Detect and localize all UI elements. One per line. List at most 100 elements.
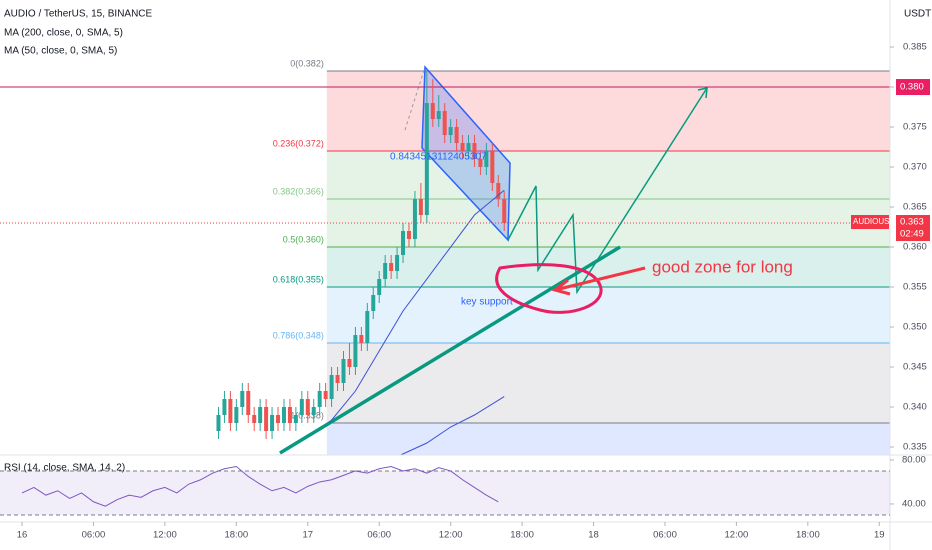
y-tick-label: 0.345: [903, 362, 927, 373]
y-tick-label: 40.00: [902, 498, 926, 509]
candle-body: [353, 335, 358, 368]
fib-link: [404, 66, 426, 131]
candle-body: [466, 143, 471, 152]
header: MA (200, close, 0, SMA, 5): [4, 28, 123, 39]
x-tick-label: 16: [17, 530, 28, 541]
y-tick-label: 0.350: [903, 322, 927, 333]
y-tick-label: 0.375: [903, 122, 927, 133]
last-price: 0.363: [900, 217, 924, 228]
fib-label: 0.618(0.355): [273, 274, 324, 284]
rsi-title: RSI (14, close, SMA, 14, 2): [4, 463, 125, 474]
alert-label: 0.380: [900, 82, 924, 93]
candle-body: [442, 111, 447, 136]
y-tick-label: 0.365: [903, 202, 927, 213]
candle-body: [371, 295, 376, 312]
candle-body: [418, 199, 423, 216]
x-tick-label: 06:00: [653, 530, 677, 541]
y-tick-label: 0.370: [903, 162, 927, 173]
price-tag: [896, 215, 930, 242]
header: AUDIO / TetherUS, 15, BINANCE: [4, 9, 153, 20]
candle-body: [252, 415, 257, 424]
candle-body: [359, 335, 364, 344]
annotation: key support: [461, 297, 513, 308]
candle-body: [412, 199, 417, 240]
y-tick-label: 0.340: [903, 402, 927, 413]
candle-body: [347, 359, 352, 368]
candle-body: [228, 399, 233, 424]
candle-body: [472, 143, 477, 160]
candle-body: [460, 143, 465, 152]
fib-label: 0.5(0.360): [283, 234, 324, 244]
candle-body: [502, 199, 507, 224]
x-tick-label: 06:00: [367, 530, 391, 541]
trendline: [279, 245, 621, 455]
fib-label: 1(0.338): [290, 410, 324, 420]
fib-label: 0.382(0.366): [273, 186, 324, 196]
candle-body: [389, 263, 394, 272]
x-tick-label: 12:00: [153, 530, 177, 541]
y-tick-label: 0.360: [903, 242, 927, 253]
candle-body: [395, 255, 400, 272]
countdown: 02:49: [900, 229, 924, 240]
fib-label: 0.236(0.372): [273, 138, 324, 148]
candle-body: [430, 103, 435, 120]
candle-body: [401, 231, 406, 256]
fib-label: 0.786(0.348): [273, 330, 324, 340]
candle-body: [234, 407, 239, 424]
candle-body: [240, 391, 245, 408]
candle-body: [222, 399, 227, 416]
last-symbol: AUDIOUSDT: [853, 217, 900, 226]
price-tag: [896, 79, 930, 96]
arrow-head: [697, 87, 708, 99]
x-tick-label: 18:00: [510, 530, 534, 541]
x-tick-label: 19: [874, 530, 885, 541]
fib-band: [326, 287, 890, 344]
drawings: [279, 65, 708, 455]
fib: 0(0.382) 0.236(0.372) 0.382(0.366) 0.5(0.36…: [273, 58, 890, 455]
candle-body: [258, 407, 263, 424]
x-tick-label: 18:00: [796, 530, 820, 541]
arrow-head: [551, 278, 571, 296]
y-tick-label: 0.335: [903, 442, 927, 453]
candle-body: [406, 231, 411, 240]
candle-body: [335, 375, 340, 384]
candle-body: [216, 415, 221, 432]
candle-body: [299, 399, 304, 416]
annotation: good zone for long: [652, 257, 793, 276]
candle-body: [246, 391, 251, 416]
candle-body: [270, 415, 275, 432]
rsi-band: [0, 470, 890, 515]
projection: [507, 87, 708, 295]
candle-body: [317, 391, 322, 408]
y-tick-label: 0.355: [903, 282, 927, 293]
circle: [495, 263, 603, 314]
candle-body: [276, 415, 281, 424]
x-tick-label: 06:00: [82, 530, 106, 541]
header: MA (50, close, 0, SMA, 5): [4, 46, 117, 57]
candle-body: [287, 407, 292, 424]
candle-body: [496, 183, 501, 200]
candle-body: [329, 375, 334, 400]
candle-body: [478, 159, 483, 168]
candle-body: [293, 415, 298, 424]
candle-body: [311, 407, 316, 416]
candle-body: [305, 399, 310, 416]
ma-line: [400, 396, 505, 456]
candle-body: [454, 127, 459, 144]
annotation: 0.8434513112405307: [390, 152, 487, 163]
candle-body: [490, 151, 495, 184]
fib-label: 0(0.382): [290, 58, 324, 68]
candle-body: [323, 391, 328, 400]
price-tag: [851, 215, 889, 230]
candle-body: [341, 359, 346, 384]
candle-body: [484, 151, 489, 168]
candle-body: [383, 263, 388, 280]
x-tick-label: 12:00: [725, 530, 749, 541]
y-tick-label: 0.385: [903, 42, 927, 53]
candle-body: [377, 279, 382, 296]
arrow: [554, 266, 646, 292]
fib-band: [326, 343, 890, 424]
x-tick-label: 12:00: [439, 530, 463, 541]
